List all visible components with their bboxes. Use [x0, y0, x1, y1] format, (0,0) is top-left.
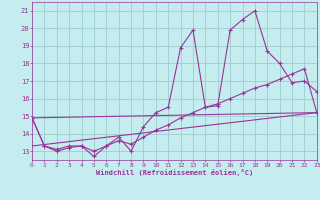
- X-axis label: Windchill (Refroidissement éolien,°C): Windchill (Refroidissement éolien,°C): [96, 169, 253, 176]
